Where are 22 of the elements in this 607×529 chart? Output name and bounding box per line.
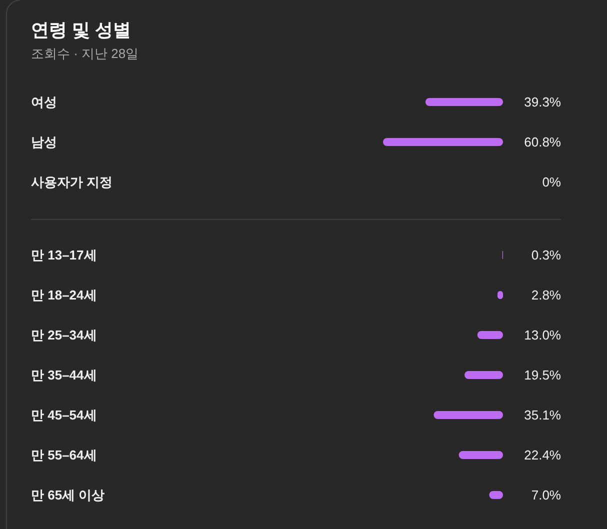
value-label: 19.5% — [524, 368, 561, 382]
value-label: 13.0% — [524, 328, 561, 342]
category-label: 만 65세 이상 — [31, 488, 105, 502]
category-label: 여성 — [31, 94, 57, 110]
category-label: 만 18–24세 — [31, 288, 97, 302]
value-label: 0.3% — [531, 248, 561, 262]
value-label: 60.8% — [524, 134, 561, 150]
value-label: 35.1% — [524, 408, 561, 422]
category-label: 만 45–54세 — [31, 408, 97, 422]
title: 연령 및 성별 — [31, 20, 132, 40]
subtitle: 조회수 · 지난 28일 — [31, 46, 139, 61]
category-label: 사용자가 지정 — [31, 174, 113, 190]
value-label: 22.4% — [524, 448, 561, 462]
value-label: 39.3% — [524, 94, 561, 110]
category-label: 만 35–44세 — [31, 368, 97, 382]
value-label: 0% — [542, 174, 561, 190]
value-label: 2.8% — [531, 288, 561, 302]
category-label: 만 25–34세 — [31, 328, 97, 342]
value-label: 7.0% — [531, 488, 561, 502]
category-label: 만 55–64세 — [31, 448, 97, 462]
category-label: 남성 — [31, 134, 57, 150]
category-label: 만 13–17세 — [31, 248, 97, 262]
